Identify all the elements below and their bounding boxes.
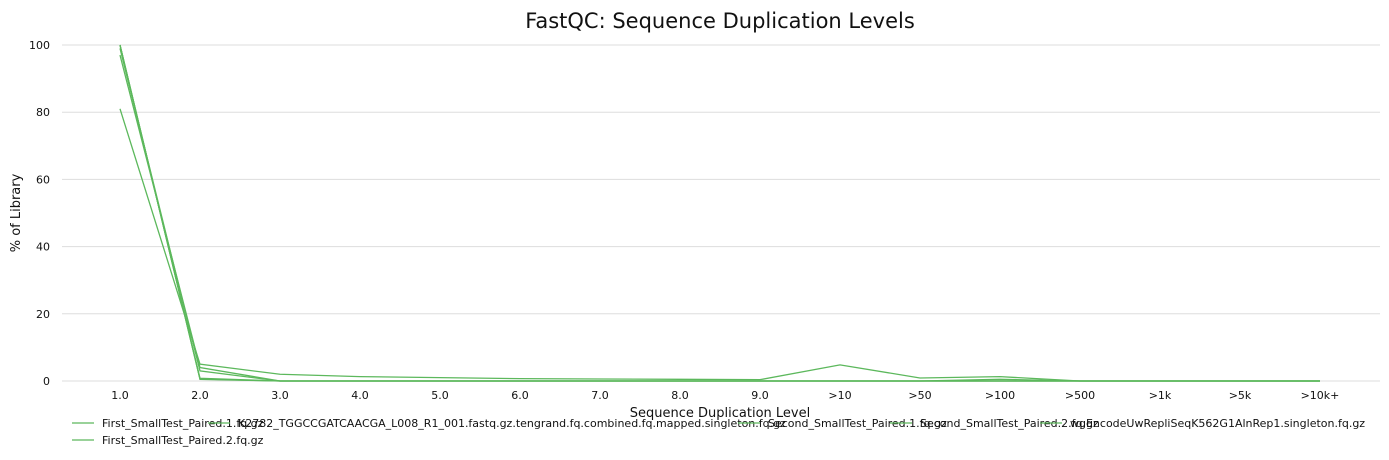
x-tick-label: 8.0: [671, 389, 689, 402]
series-line: [119, 48, 1320, 382]
x-tick-labels: 1.0 2.0 3.0 4.0 5.0 6.0 7.0 8.0 9.0 >10 >50 >100 >50…: [111, 389, 1339, 402]
y-axis-label: % of Library: [9, 173, 24, 252]
legend-item[interactable]: First_SmallTest_Paired.2.fq.gz: [72, 434, 264, 447]
legend-item[interactable]: K2782_TGGCCGATCAACGA_L008_R1_001.fastq.g…: [208, 417, 786, 430]
x-tick-label: 9.0: [751, 389, 769, 402]
x-tick-label: 6.0: [511, 389, 529, 402]
legend-label: Second_SmallTest_Paired.1.fq.gz: [768, 417, 947, 430]
series-line: [119, 44, 1320, 382]
x-tick-label: 1.0: [111, 389, 129, 402]
x-tick-label: 4.0: [351, 389, 369, 402]
x-tick-label: 5.0: [431, 389, 449, 402]
legend-label: K2782_TGGCCGATCAACGA_L008_R1_001.fastq.g…: [238, 417, 786, 430]
x-tick-label: >1k: [1149, 389, 1172, 402]
x-tick-label: 3.0: [271, 389, 289, 402]
x-tick-label: >5k: [1229, 389, 1252, 402]
series-line: [119, 44, 1320, 382]
series-line: [119, 44, 1320, 382]
x-tick-label: >100: [985, 389, 1015, 402]
x-tick-label: 2.0: [191, 389, 209, 402]
y-tick-labels: 0 20 40 60 80 100: [29, 39, 50, 388]
series-line: [119, 108, 1320, 382]
y-tick-label: 40: [36, 241, 50, 254]
y-tick-label: 100: [29, 39, 50, 52]
legend-item[interactable]: Second_SmallTest_Paired.1.fq.gz: [738, 417, 947, 430]
legend: First_SmallTest_Paired.1.fq.gzK2782_TGGC…: [72, 417, 1365, 447]
x-tick-label: >50: [908, 389, 931, 402]
legend-label: First_SmallTest_Paired.1.fq.gz: [102, 417, 264, 430]
chart-title: FastQC: Sequence Duplication Levels: [525, 9, 915, 33]
x-tick-label: 7.0: [591, 389, 609, 402]
y-tick-label: 20: [36, 308, 50, 321]
series-line: [119, 54, 1320, 382]
x-tick-label: >10k+: [1301, 389, 1340, 402]
legend-label: First_SmallTest_Paired.2.fq.gz: [102, 434, 264, 447]
legend-item[interactable]: First_SmallTest_Paired.1.fq.gz: [72, 417, 264, 430]
y-tick-label: 60: [36, 173, 50, 186]
legend-item[interactable]: wgEncodeUwRepliSeqK562G1AlnRep1.singleto…: [1040, 417, 1365, 430]
x-axis-label: Sequence Duplication Level: [630, 406, 810, 421]
y-tick-label: 80: [36, 106, 50, 119]
gridlines: [62, 44, 1380, 382]
legend-item[interactable]: Second_SmallTest_Paired.2.fq.gz: [890, 417, 1099, 430]
x-tick-label: >10: [828, 389, 851, 402]
legend-label: wgEncodeUwRepliSeqK562G1AlnRep1.singleto…: [1070, 417, 1365, 430]
legend-label: Second_SmallTest_Paired.2.fq.gz: [920, 417, 1099, 430]
x-tick-label: >500: [1065, 389, 1095, 402]
series-lines: [119, 44, 1320, 382]
y-tick-label: 0: [43, 375, 50, 388]
